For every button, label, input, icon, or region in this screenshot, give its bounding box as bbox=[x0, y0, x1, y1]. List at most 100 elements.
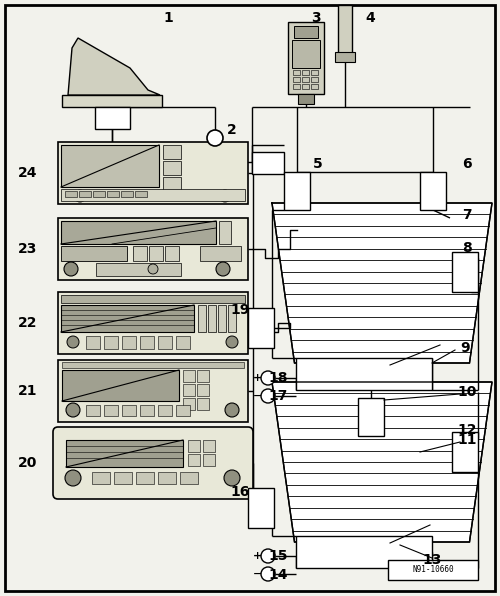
Bar bbox=[296, 358, 432, 390]
Circle shape bbox=[261, 371, 275, 385]
Text: 14: 14 bbox=[268, 568, 288, 582]
Circle shape bbox=[216, 262, 230, 276]
Bar bbox=[107, 191, 119, 197]
Text: 22: 22 bbox=[18, 316, 38, 330]
Text: +: + bbox=[254, 551, 262, 561]
Circle shape bbox=[67, 336, 79, 348]
Bar bbox=[197, 370, 209, 382]
Text: N91-10660: N91-10660 bbox=[412, 566, 454, 575]
Bar bbox=[92, 472, 110, 484]
Bar bbox=[420, 172, 446, 210]
Text: 20: 20 bbox=[18, 456, 38, 470]
Text: 23: 23 bbox=[18, 242, 38, 256]
Circle shape bbox=[261, 567, 275, 581]
Bar bbox=[122, 336, 136, 349]
Bar bbox=[176, 336, 190, 349]
Circle shape bbox=[261, 389, 275, 403]
Text: 16: 16 bbox=[230, 485, 250, 499]
Bar bbox=[296, 536, 432, 568]
Circle shape bbox=[261, 549, 275, 563]
Bar bbox=[180, 472, 198, 484]
Bar bbox=[293, 70, 300, 75]
Circle shape bbox=[148, 264, 158, 274]
Text: 21: 21 bbox=[18, 384, 38, 398]
Bar bbox=[197, 384, 209, 396]
Bar bbox=[96, 263, 181, 276]
Bar bbox=[218, 305, 226, 332]
Bar bbox=[158, 336, 172, 349]
Bar bbox=[158, 472, 176, 484]
Bar bbox=[58, 360, 248, 422]
Bar bbox=[452, 252, 478, 292]
Bar bbox=[58, 218, 248, 280]
Text: 11: 11 bbox=[457, 433, 477, 447]
Circle shape bbox=[219, 190, 231, 202]
Bar bbox=[188, 440, 200, 452]
Bar bbox=[248, 488, 274, 528]
Bar bbox=[163, 177, 181, 191]
Bar bbox=[61, 246, 127, 261]
Circle shape bbox=[64, 262, 78, 276]
Bar bbox=[61, 189, 245, 201]
Text: −: − bbox=[254, 391, 262, 401]
Bar bbox=[200, 246, 241, 261]
Polygon shape bbox=[272, 382, 492, 542]
Bar bbox=[93, 191, 105, 197]
Bar bbox=[66, 440, 183, 467]
Bar bbox=[208, 305, 216, 332]
Bar bbox=[95, 107, 130, 129]
Bar bbox=[136, 472, 154, 484]
Text: −: − bbox=[254, 569, 262, 579]
Circle shape bbox=[226, 336, 238, 348]
Text: 19: 19 bbox=[230, 303, 250, 317]
Bar bbox=[302, 84, 309, 89]
Bar bbox=[338, 5, 352, 55]
Circle shape bbox=[224, 470, 240, 486]
Bar bbox=[203, 454, 215, 466]
Bar bbox=[163, 145, 181, 159]
Bar bbox=[358, 398, 384, 436]
Bar bbox=[176, 405, 190, 416]
Text: 17: 17 bbox=[268, 389, 287, 403]
Bar bbox=[183, 398, 195, 410]
Bar bbox=[133, 246, 147, 261]
Bar bbox=[158, 405, 172, 416]
Text: 1: 1 bbox=[163, 11, 173, 25]
Bar bbox=[311, 77, 318, 82]
Bar bbox=[121, 191, 133, 197]
Bar bbox=[311, 70, 318, 75]
Bar bbox=[163, 161, 181, 175]
Circle shape bbox=[74, 190, 86, 202]
Bar bbox=[62, 95, 162, 107]
Text: 8: 8 bbox=[462, 241, 472, 255]
Bar bbox=[86, 405, 100, 416]
Polygon shape bbox=[272, 203, 492, 363]
Bar bbox=[197, 398, 209, 410]
Bar bbox=[61, 295, 245, 303]
Bar bbox=[165, 246, 179, 261]
Bar bbox=[149, 246, 163, 261]
Bar bbox=[294, 26, 318, 38]
Bar bbox=[62, 362, 244, 368]
Bar bbox=[183, 370, 195, 382]
Text: 3: 3 bbox=[311, 11, 321, 25]
Bar bbox=[452, 432, 478, 472]
Bar bbox=[293, 77, 300, 82]
Bar bbox=[58, 292, 248, 354]
Text: 9: 9 bbox=[460, 341, 470, 355]
Circle shape bbox=[66, 403, 80, 417]
Text: +: + bbox=[254, 373, 262, 383]
Bar bbox=[252, 152, 284, 174]
Bar bbox=[61, 305, 194, 332]
Bar bbox=[86, 336, 100, 349]
Bar bbox=[140, 336, 154, 349]
Text: 6: 6 bbox=[462, 157, 472, 171]
Bar bbox=[302, 70, 309, 75]
Bar bbox=[65, 191, 77, 197]
Bar bbox=[79, 191, 91, 197]
Text: 10: 10 bbox=[458, 385, 476, 399]
Bar bbox=[114, 472, 132, 484]
Bar bbox=[61, 221, 216, 244]
Bar bbox=[198, 305, 206, 332]
Bar bbox=[104, 405, 118, 416]
